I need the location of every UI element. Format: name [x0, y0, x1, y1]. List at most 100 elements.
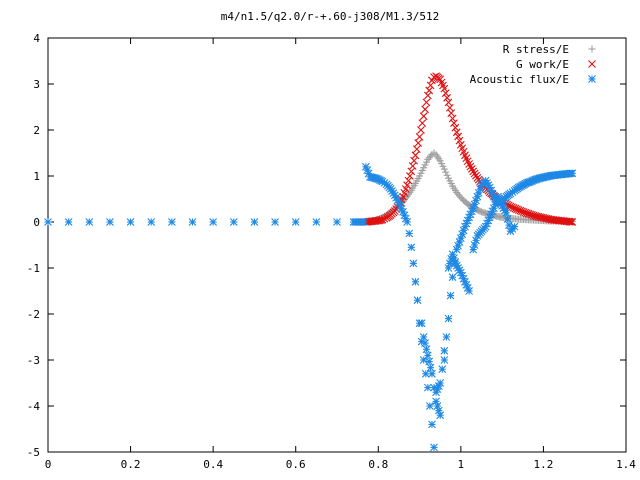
data-point — [44, 218, 52, 226]
data-point — [408, 162, 417, 170]
data-point — [443, 93, 451, 102]
data-point — [403, 218, 412, 226]
data-point — [411, 277, 420, 286]
data-point — [413, 296, 422, 305]
data-point — [106, 218, 114, 226]
data-point — [167, 218, 176, 226]
data-point — [442, 168, 450, 176]
data-point — [502, 208, 511, 217]
data-point — [404, 176, 413, 185]
data-point — [440, 165, 448, 173]
y-tick-label: -5 — [27, 446, 40, 459]
y-tick-label: 3 — [33, 78, 40, 91]
data-point — [312, 218, 321, 226]
data-point — [441, 89, 450, 98]
data-point — [421, 369, 430, 378]
y-tick-label: 0 — [33, 216, 40, 229]
data-point — [188, 218, 197, 226]
y-tick-label: 4 — [33, 32, 40, 45]
data-point — [390, 191, 399, 200]
legend-marker — [588, 45, 596, 53]
legend-marker — [588, 60, 596, 68]
data-point — [568, 218, 577, 226]
data-point — [425, 357, 434, 366]
axis-tick-labels: 0 0.2 0.4 0.6 0.8 1 1.2 1.4 4 3 2 1 0 -1 -2 -3 -4 -5 — [27, 32, 637, 471]
data-point — [567, 217, 575, 226]
y-tick-label: 2 — [33, 124, 40, 137]
data-point — [426, 363, 435, 372]
data-point — [440, 84, 449, 93]
legend-label: Acoustic flux/E — [470, 73, 569, 86]
data-point — [430, 383, 438, 392]
data-point — [443, 171, 451, 179]
data-point — [444, 314, 453, 323]
data-point — [440, 356, 449, 364]
legend-label: G work/E — [516, 58, 569, 71]
data-point — [418, 119, 427, 127]
data-point — [85, 218, 94, 226]
x-tick-label: 0.4 — [203, 458, 223, 471]
data-point — [434, 406, 443, 415]
data-point — [427, 152, 435, 160]
x-tick-label: 0 — [45, 458, 52, 471]
data-point — [422, 98, 431, 107]
data-point — [466, 162, 475, 171]
data-point — [271, 218, 279, 226]
data-point — [565, 217, 574, 226]
y-tick-label: -1 — [27, 262, 40, 275]
data-point — [406, 172, 414, 180]
data-point — [433, 402, 442, 410]
data-point — [444, 264, 453, 272]
data-point — [378, 215, 387, 224]
x-tick-label: 1.2 — [533, 458, 553, 471]
data-point — [568, 169, 577, 178]
data-point — [428, 369, 436, 378]
data-point — [423, 91, 432, 100]
y-tick-label: -3 — [27, 354, 40, 367]
data-point — [403, 181, 412, 190]
data-point — [229, 218, 238, 226]
data-point — [422, 345, 431, 354]
legend-label: R stress/E — [503, 43, 569, 56]
data-point — [426, 402, 434, 410]
legend: R stress/E G work/E Acoustic flux/E — [470, 43, 596, 86]
data-point — [410, 156, 418, 165]
data-point — [432, 397, 440, 406]
data-point — [250, 218, 259, 226]
data-point — [438, 365, 447, 374]
data-point — [467, 165, 476, 173]
data-point — [423, 351, 432, 360]
data-point — [411, 151, 420, 160]
data-point — [510, 222, 519, 231]
data-point — [436, 379, 445, 387]
x-tick-label: 0.8 — [368, 458, 388, 471]
data-point — [407, 243, 416, 252]
data-point — [414, 139, 423, 147]
series-2 — [44, 162, 577, 452]
data-point — [445, 259, 454, 268]
data-point — [421, 105, 429, 114]
data-point — [428, 420, 436, 429]
y-tick-label: -2 — [27, 308, 40, 321]
data-point — [451, 123, 460, 132]
data-point — [430, 73, 438, 81]
data-point — [425, 86, 434, 95]
data-point — [415, 133, 424, 141]
axis-ticks — [47, 37, 627, 453]
data-point — [440, 346, 449, 355]
x-tick-label: 1.4 — [616, 458, 636, 471]
data-point — [412, 145, 421, 154]
data-point — [436, 411, 445, 420]
data-point — [359, 218, 368, 226]
data-point — [147, 218, 156, 226]
data-point — [126, 218, 135, 226]
data-point — [470, 241, 479, 249]
x-tick-label: 0.6 — [286, 458, 306, 471]
data-point — [291, 218, 300, 226]
data-point — [419, 333, 428, 341]
x-tick-label: 1 — [458, 458, 465, 471]
data-point — [209, 218, 218, 226]
data-point — [448, 114, 457, 123]
data-point — [64, 218, 73, 226]
data-point — [430, 443, 438, 452]
